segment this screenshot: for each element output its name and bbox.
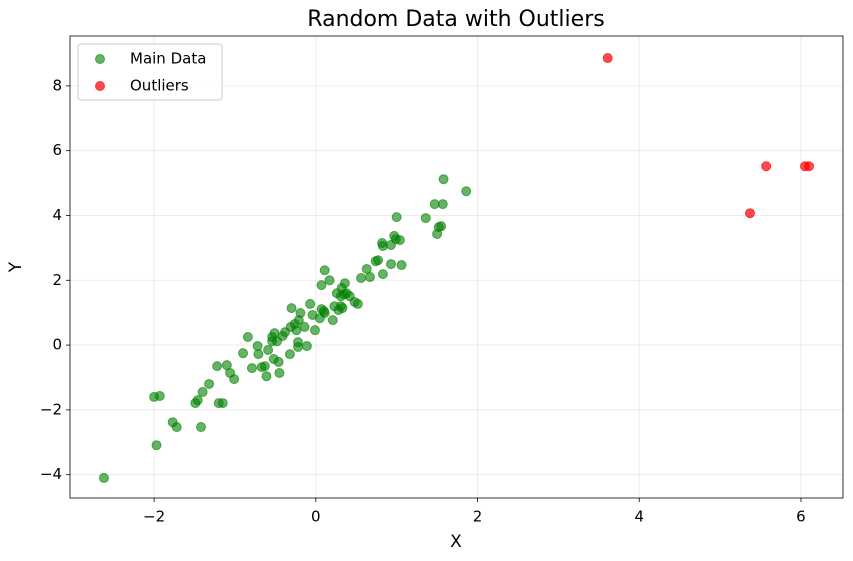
y-tick-label: 4 bbox=[52, 206, 62, 224]
x-tick-label: 6 bbox=[796, 508, 806, 526]
point bbox=[319, 265, 330, 276]
point bbox=[396, 260, 407, 271]
point bbox=[438, 174, 449, 185]
point bbox=[461, 186, 472, 197]
point bbox=[204, 378, 215, 389]
x-tick-label: −2 bbox=[143, 508, 165, 526]
point bbox=[151, 440, 162, 451]
point bbox=[246, 363, 257, 374]
plot-frame bbox=[69, 35, 844, 499]
point bbox=[195, 422, 206, 433]
point bbox=[274, 367, 285, 378]
point bbox=[259, 361, 270, 372]
point bbox=[295, 308, 306, 319]
y-tick-label: 8 bbox=[52, 76, 62, 94]
point bbox=[286, 303, 297, 314]
point bbox=[745, 208, 756, 219]
point bbox=[217, 398, 228, 409]
legend-label: Outliers bbox=[130, 77, 189, 95]
point bbox=[804, 161, 815, 172]
point bbox=[318, 306, 329, 317]
point bbox=[386, 259, 397, 270]
point bbox=[352, 298, 363, 309]
legend-marker bbox=[95, 54, 105, 64]
legend-label: Main Data bbox=[130, 50, 206, 68]
x-tick-label: 4 bbox=[634, 508, 644, 526]
y-tick-label: −2 bbox=[40, 400, 62, 418]
y-tick-label: 0 bbox=[52, 336, 62, 354]
point bbox=[253, 349, 264, 360]
y-axis-label: Y bbox=[6, 261, 26, 273]
point bbox=[436, 221, 447, 232]
point bbox=[437, 199, 448, 210]
point bbox=[316, 280, 327, 291]
legend-marker bbox=[95, 81, 105, 91]
point bbox=[212, 361, 223, 372]
x-tick-label: 0 bbox=[311, 508, 321, 526]
x-tick-label: 2 bbox=[473, 508, 483, 526]
point bbox=[339, 278, 350, 289]
point bbox=[309, 325, 320, 336]
point bbox=[252, 341, 263, 352]
point bbox=[154, 390, 165, 401]
point bbox=[261, 371, 272, 382]
point bbox=[197, 387, 208, 398]
point bbox=[301, 341, 312, 352]
point bbox=[377, 269, 388, 280]
point bbox=[420, 213, 431, 224]
point bbox=[171, 422, 182, 433]
legend: Main Data Outliers bbox=[77, 43, 223, 101]
point bbox=[391, 212, 402, 223]
point bbox=[602, 53, 613, 64]
y-tick-label: −4 bbox=[40, 465, 62, 483]
legend-box bbox=[77, 43, 223, 101]
point bbox=[273, 356, 284, 367]
x-axis-label: X bbox=[450, 532, 462, 552]
point bbox=[242, 331, 253, 342]
chart-title: Random Data with Outliers bbox=[307, 7, 604, 32]
y-tick-label: 6 bbox=[52, 141, 62, 159]
point bbox=[761, 161, 772, 172]
point bbox=[356, 273, 367, 284]
point bbox=[327, 315, 338, 326]
y-tick-label: 2 bbox=[52, 271, 62, 289]
point bbox=[337, 303, 348, 314]
point bbox=[305, 298, 316, 309]
point bbox=[238, 348, 249, 359]
point bbox=[229, 374, 240, 385]
point bbox=[373, 255, 384, 266]
point bbox=[299, 321, 310, 332]
point bbox=[293, 342, 304, 353]
point bbox=[284, 349, 295, 360]
point bbox=[324, 275, 335, 286]
point bbox=[98, 472, 109, 483]
point bbox=[377, 240, 388, 251]
point bbox=[364, 272, 375, 283]
point bbox=[263, 344, 274, 355]
point bbox=[394, 235, 405, 246]
point bbox=[192, 395, 203, 406]
